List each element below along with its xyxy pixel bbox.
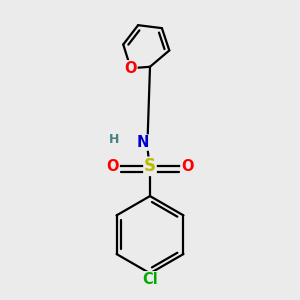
Text: N: N — [136, 135, 149, 150]
Text: O: O — [124, 61, 137, 76]
Text: S: S — [144, 157, 156, 175]
Text: O: O — [106, 159, 119, 174]
Text: O: O — [181, 159, 194, 174]
Text: H: H — [109, 133, 119, 146]
Text: Cl: Cl — [142, 272, 158, 287]
